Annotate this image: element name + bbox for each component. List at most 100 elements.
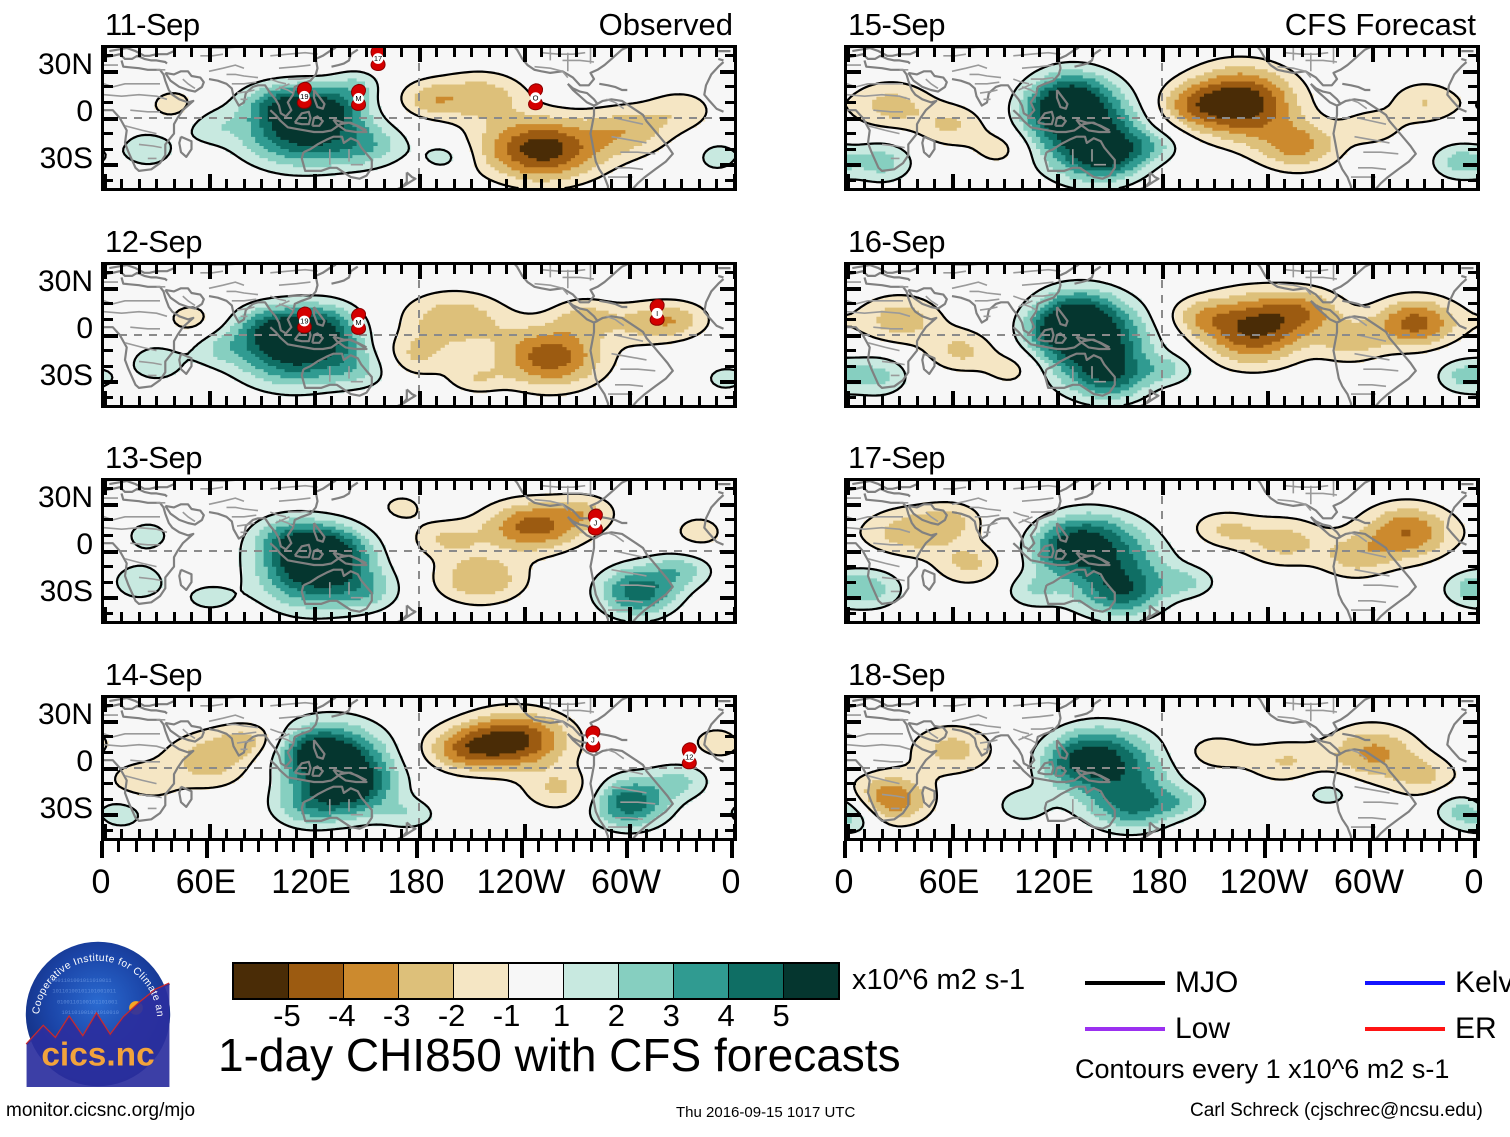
axis-tick: [1038, 698, 1041, 707]
axis-tick: [207, 481, 212, 495]
axis-tick: [1143, 179, 1146, 188]
axis-tick: [1440, 481, 1444, 490]
colorbar-swatch: [674, 964, 729, 998]
axis-tick: [1248, 612, 1251, 621]
axis-tick: [847, 69, 861, 74]
colorbar-swatch: [399, 964, 454, 998]
axis-tick: [1468, 750, 1477, 754]
axis-tick: [627, 391, 632, 405]
axis-tick: [172, 179, 176, 188]
axis-tick: [1468, 395, 1477, 399]
axis-tick: [1213, 265, 1216, 274]
axis-tick: [863, 179, 866, 188]
axis-tick: [1283, 481, 1286, 490]
axis-tick: [680, 481, 683, 490]
axis-tick: [1020, 829, 1024, 838]
axis-tick: [417, 824, 422, 838]
axis-tick: [847, 782, 856, 786]
axis-tick: [725, 364, 734, 368]
axis-tick: [260, 179, 263, 188]
axis-tick: [968, 48, 971, 57]
svg-text:M: M: [355, 318, 361, 327]
axis-tick: [487, 612, 491, 621]
axis-tick: [277, 396, 281, 405]
axis-tick: [1335, 396, 1339, 405]
axis-tick: [1160, 607, 1165, 621]
axis-tick: [898, 481, 901, 490]
map-panel: [844, 45, 1480, 191]
footer-link[interactable]: monitor.cicsnc.org/mjo: [6, 1100, 196, 1121]
svg-text:12: 12: [685, 752, 693, 761]
storm-marker: O: [528, 83, 544, 111]
axis-tick: [847, 271, 856, 275]
axis-tick: [1405, 179, 1409, 188]
axis-tick: [522, 481, 527, 495]
axis-tick: [645, 48, 648, 57]
axis-tick: [400, 612, 403, 621]
axis-tick: [382, 481, 386, 490]
axis-tick: [1143, 48, 1146, 57]
axis-tick: [915, 481, 919, 490]
axis-tick: [417, 391, 422, 405]
axis-tick: [452, 612, 456, 621]
axis-tick: [1388, 48, 1391, 57]
axis-tick: [417, 48, 422, 62]
axis-tick: [1265, 824, 1270, 838]
axis-tick: [627, 481, 632, 495]
axis-tick: [1318, 179, 1321, 188]
axis-tick: [487, 481, 491, 490]
axis-tick: [1213, 481, 1216, 490]
y-axis-tick-label: 0: [76, 312, 93, 345]
axis-tick: [365, 48, 368, 57]
axis-tick: [522, 265, 527, 279]
axis-tick: [470, 179, 473, 188]
axis-tick: [1195, 829, 1199, 838]
axis-tick: [120, 829, 123, 838]
axis-tick: [505, 48, 508, 57]
axis-tick: [1423, 481, 1426, 490]
axis-tick: [487, 698, 491, 707]
axis-tick: [627, 48, 632, 62]
axis-tick: [1213, 48, 1216, 57]
axis-tick: [330, 698, 333, 707]
svg-text:19: 19: [300, 92, 308, 101]
axis-tick: [417, 481, 422, 495]
axis-tick: [1143, 481, 1146, 490]
axis-tick: [104, 116, 118, 121]
legend-entry: ER: [1365, 1012, 1497, 1046]
axis-tick: [104, 533, 113, 537]
colorbar-swatch: [564, 964, 619, 998]
main-title: 1-day CHI850 with CFS forecasts: [218, 1029, 901, 1081]
svg-text:19: 19: [300, 317, 308, 326]
axis-tick: [697, 829, 701, 838]
axis-tick: [1370, 607, 1375, 621]
axis-tick: [847, 611, 856, 615]
axis-tick: [1335, 265, 1339, 274]
axis-tick: [1388, 612, 1391, 621]
axis-tick: [847, 735, 856, 739]
axis-tick: [968, 612, 971, 621]
axis-tick: [1178, 179, 1181, 188]
axis-tick: [452, 48, 456, 57]
axis-tick: [720, 163, 734, 168]
axis-tick: [1463, 813, 1477, 818]
colorbar-swatch: [729, 964, 784, 998]
axis-tick: [312, 698, 317, 712]
legend-label: MJO: [1175, 966, 1239, 999]
axis-tick: [968, 698, 971, 707]
axis-tick: [1468, 132, 1477, 136]
axis-tick: [155, 698, 158, 707]
colorbar-tick-label: -4: [328, 998, 356, 1033]
legend-line-swatch: [1365, 981, 1445, 985]
colorbar-tick-label: 1: [552, 998, 571, 1033]
axis-tick: [1300, 829, 1304, 838]
axis-tick: [725, 54, 734, 58]
axis-tick: [104, 813, 118, 818]
axis-tick: [104, 132, 113, 136]
axis-tick: [1073, 265, 1076, 274]
colorbar-tick-label: -2: [437, 998, 466, 1033]
axis-tick: [190, 829, 193, 838]
axis-tick: [847, 395, 856, 399]
axis-tick: [120, 179, 123, 188]
axis-tick: [295, 179, 298, 188]
